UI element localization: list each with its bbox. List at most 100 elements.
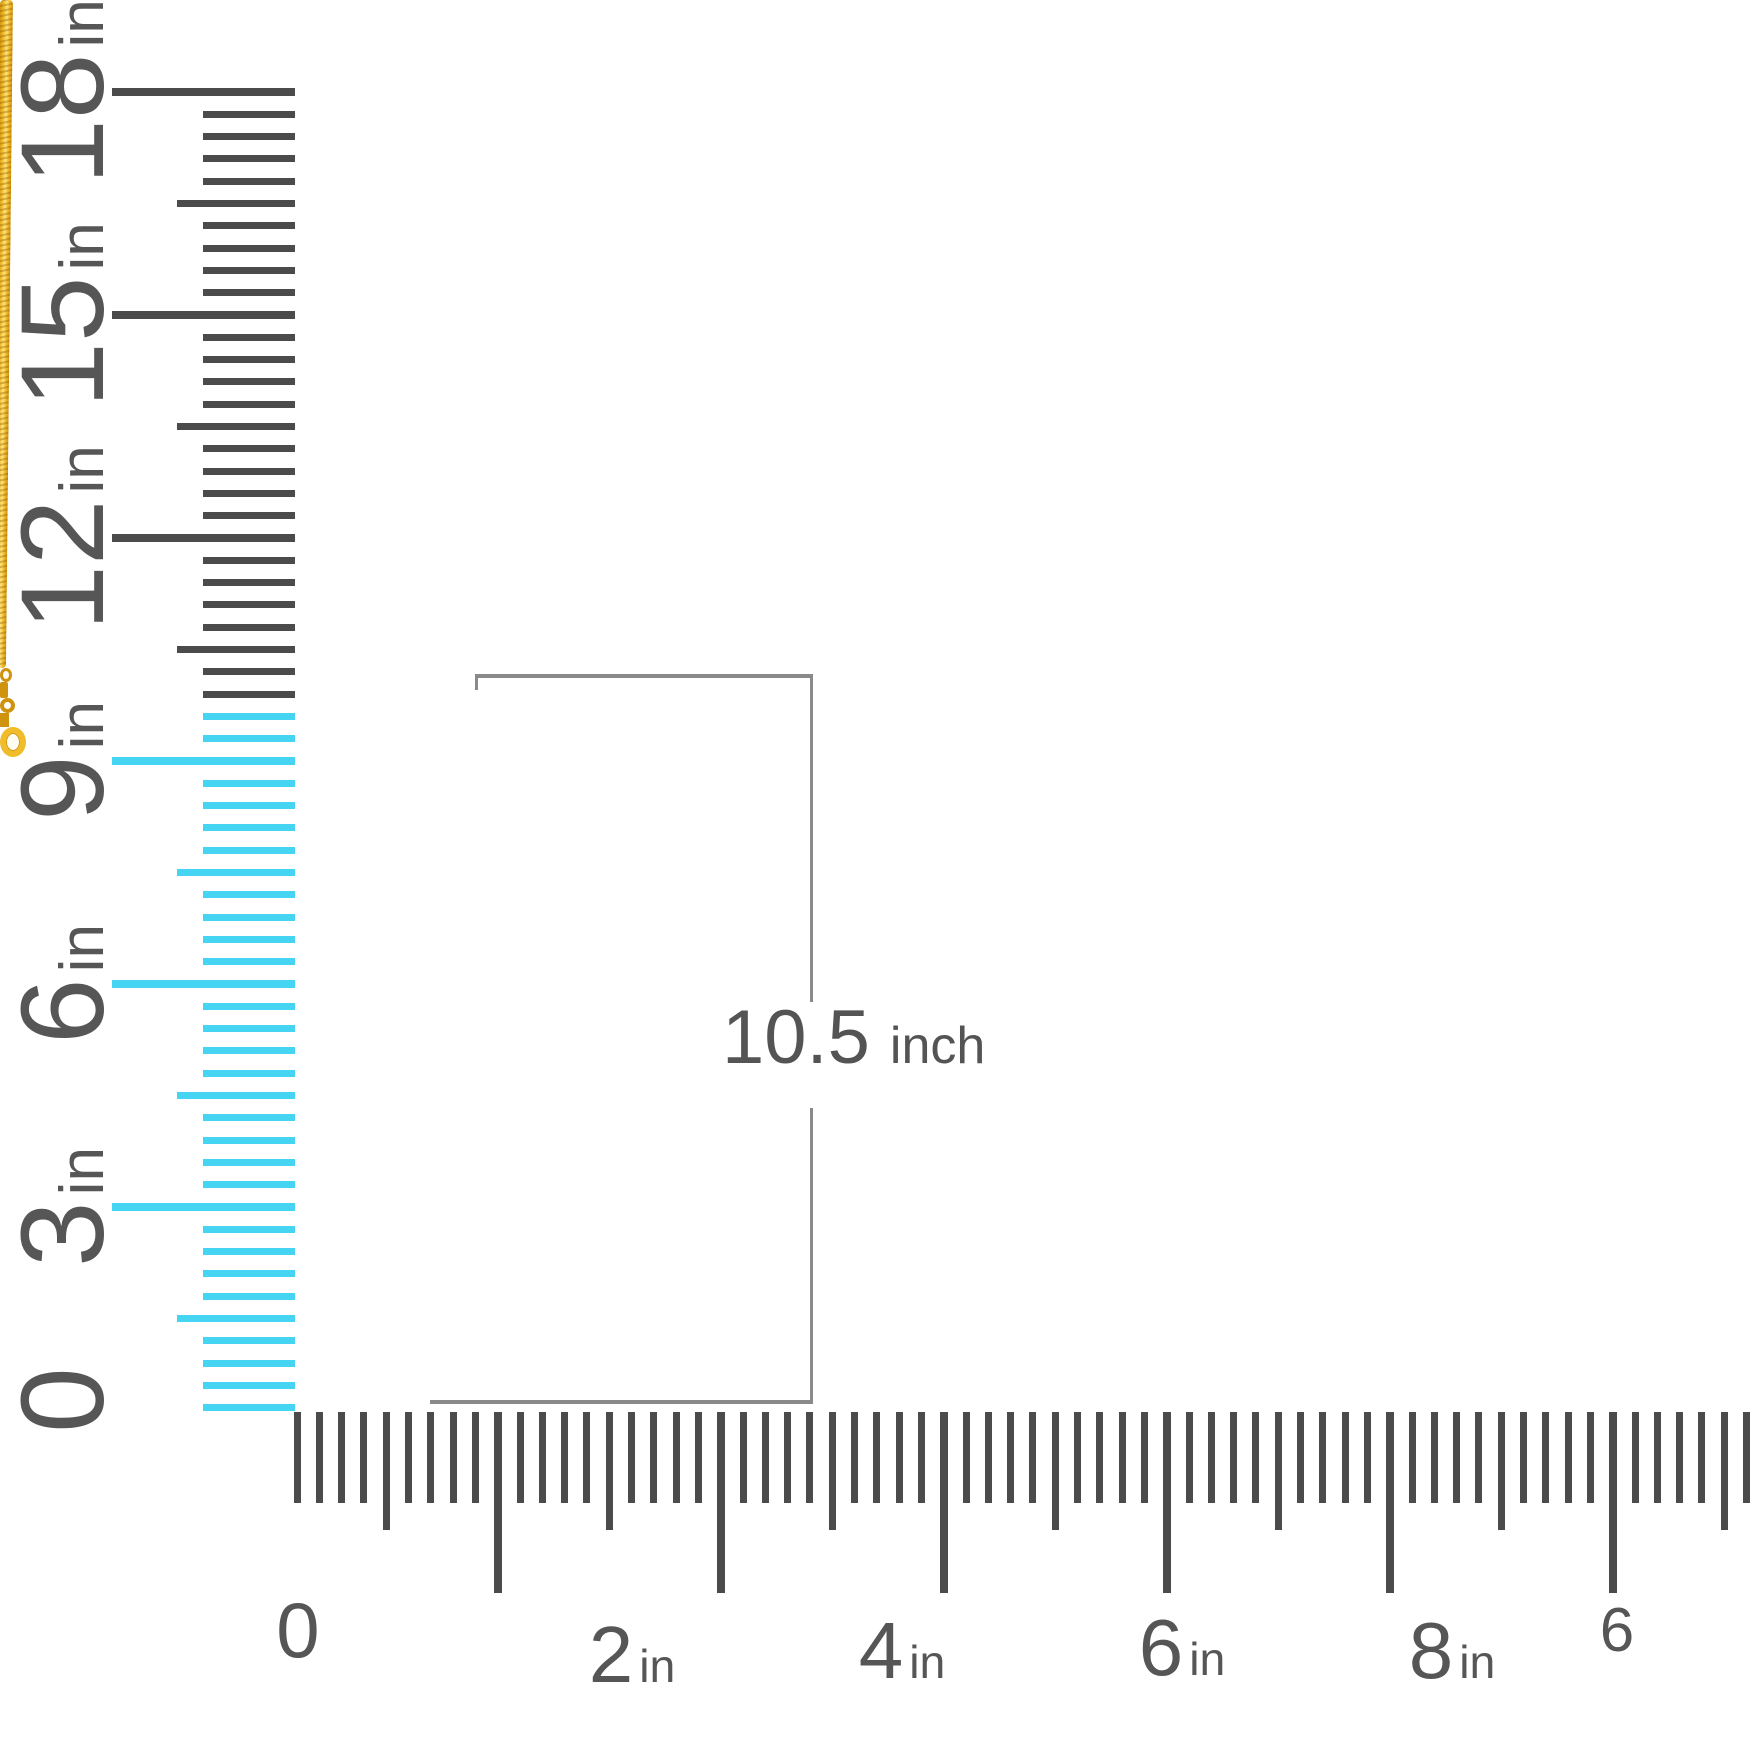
h-ruler-tick <box>628 1412 635 1503</box>
v-ruler-tick <box>203 333 295 341</box>
v-ruler-tick <box>177 869 295 876</box>
v-ruler-tick <box>203 1270 295 1278</box>
h-ruler-tick <box>1118 1412 1126 1503</box>
v-ruler-label: 0 <box>0 1200 144 1600</box>
h-ruler-label-unit: in <box>909 1636 946 1689</box>
h-ruler-tick <box>293 1412 301 1503</box>
v-ruler-tick <box>203 1337 295 1345</box>
v-ruler-tick <box>203 266 295 274</box>
h-ruler-tick <box>315 1412 323 1503</box>
v-ruler-tick <box>203 779 295 787</box>
v-ruler-tick <box>203 400 295 408</box>
h-ruler-tick <box>939 1412 948 1593</box>
h-ruler-tick <box>806 1412 814 1503</box>
h-ruler-label: 4 in <box>702 1611 1102 1691</box>
h-ruler-label: 2 in <box>432 1615 832 1695</box>
h-ruler-tick <box>1743 1412 1750 1503</box>
h-ruler-tick <box>962 1412 970 1503</box>
v-ruler-tick <box>203 244 295 252</box>
v-ruler-tick <box>203 802 295 810</box>
v-ruler-tick <box>203 110 295 118</box>
v-ruler-tick <box>203 913 295 921</box>
v-ruler-tick <box>203 1292 295 1300</box>
h-ruler-tick <box>382 1412 390 1530</box>
dimension-label: 10.5 inch <box>722 1000 985 1076</box>
v-ruler-tick <box>203 1404 295 1412</box>
dimension-line-vertical-upper <box>810 676 813 1002</box>
h-ruler-tick <box>1475 1412 1483 1503</box>
v-ruler-tick <box>177 1315 295 1322</box>
h-ruler-tick <box>1297 1412 1304 1503</box>
h-ruler-tick <box>1074 1412 1081 1503</box>
v-ruler-label-number: 0 <box>0 1367 129 1433</box>
h-ruler-tick <box>561 1412 569 1503</box>
v-ruler-tick <box>177 646 295 653</box>
v-ruler-tick <box>203 1359 295 1367</box>
h-ruler-tick <box>828 1412 836 1530</box>
h-ruler-tick <box>1676 1412 1684 1503</box>
v-ruler-tick <box>203 1225 295 1233</box>
v-ruler-tick <box>203 601 295 609</box>
v-ruler-tick <box>203 155 295 163</box>
h-ruler-label-unit: in <box>1459 1636 1496 1689</box>
h-ruler-tick <box>1007 1412 1015 1503</box>
h-ruler-tick <box>1453 1412 1461 1503</box>
h-ruler-tick <box>895 1412 903 1503</box>
h-ruler-tick <box>1341 1412 1349 1503</box>
h-ruler-label-unit: in <box>639 1640 676 1693</box>
v-ruler-tick <box>203 1181 295 1189</box>
h-ruler-tick <box>1319 1412 1327 1503</box>
v-ruler-tick <box>203 735 295 743</box>
dimension-line-start-stub <box>475 676 478 690</box>
h-ruler-tick <box>516 1412 524 1503</box>
h-ruler-label-number: 6 <box>1138 1603 1184 1693</box>
chain-top-ring <box>0 668 12 682</box>
v-ruler-tick <box>177 423 295 430</box>
v-ruler-tick <box>203 1114 295 1122</box>
h-ruler-tick <box>784 1412 792 1503</box>
h-ruler-tick <box>538 1412 546 1503</box>
h-ruler-label-number: 8 <box>1408 1606 1454 1696</box>
v-ruler-tick <box>203 289 295 297</box>
chain-clasp-ring <box>0 727 26 757</box>
h-ruler-tick <box>1385 1412 1394 1593</box>
v-ruler-tick <box>112 1203 295 1211</box>
v-ruler-tick <box>203 846 295 854</box>
h-ruler-label-number: 6 <box>1599 1595 1635 1665</box>
v-ruler-tick <box>203 690 295 698</box>
h-ruler-tick <box>1408 1412 1416 1503</box>
v-ruler-tick <box>112 88 295 96</box>
v-ruler-tick <box>203 712 295 720</box>
h-ruler-tick <box>1096 1412 1104 1503</box>
h-ruler-tick <box>449 1412 457 1503</box>
h-ruler-label: 6 <box>1417 1595 1760 1665</box>
h-ruler-tick <box>984 1412 992 1503</box>
v-ruler-tick <box>203 891 295 899</box>
h-ruler-tick <box>1631 1412 1639 1503</box>
h-ruler-tick <box>583 1412 591 1503</box>
v-ruler-tick <box>203 1381 295 1389</box>
h-ruler-tick <box>1162 1412 1171 1593</box>
h-ruler-tick <box>716 1412 725 1593</box>
v-ruler-tick <box>203 935 295 943</box>
v-ruler-tick <box>203 623 295 631</box>
v-ruler-label-unit: in <box>48 1147 117 1196</box>
dimension-line-top <box>475 674 813 678</box>
v-ruler-tick <box>203 824 295 832</box>
h-ruler-tick <box>471 1412 479 1503</box>
h-ruler-tick <box>1430 1412 1438 1503</box>
v-ruler-tick <box>203 556 295 564</box>
h-ruler-tick <box>739 1412 747 1503</box>
h-ruler-label: 6 in <box>982 1608 1382 1688</box>
h-ruler-tick <box>1207 1412 1215 1503</box>
h-ruler-tick <box>1230 1412 1238 1503</box>
v-ruler-tick <box>112 311 295 319</box>
v-ruler-tick <box>203 222 295 230</box>
v-ruler-tick <box>203 1047 295 1055</box>
h-ruler-tick <box>1029 1412 1037 1503</box>
h-ruler-tick <box>1252 1412 1260 1503</box>
v-ruler-tick <box>203 378 295 386</box>
v-ruler-tick <box>203 1069 295 1077</box>
h-ruler-tick <box>1608 1412 1617 1593</box>
